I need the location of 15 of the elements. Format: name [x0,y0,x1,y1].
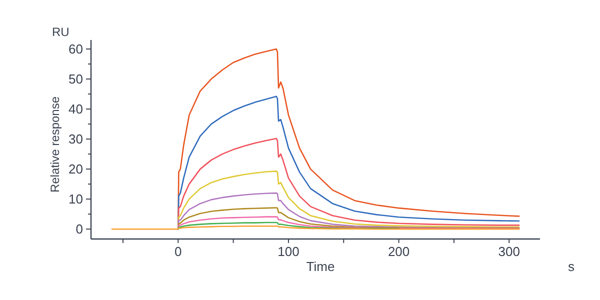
x-tick-label: 100 [278,244,300,259]
y-tick-label: 30 [68,132,83,147]
text: RU [52,25,70,39]
y-tick-label: 0 [76,222,83,237]
x-tick-label: 200 [388,244,410,259]
y-tick-label: 40 [68,102,83,117]
x-tick-label: 0 [174,244,182,259]
y-tick-label: 20 [68,162,83,177]
text: s [568,259,575,274]
y-tick-label: 10 [68,192,83,207]
x-tick-label: 300 [498,244,520,259]
x-axis-title: Time [306,259,335,274]
y-axis-title: Relative response [48,96,62,193]
y-tick-label: 60 [68,42,83,57]
y-tick-label: 50 [68,72,83,87]
